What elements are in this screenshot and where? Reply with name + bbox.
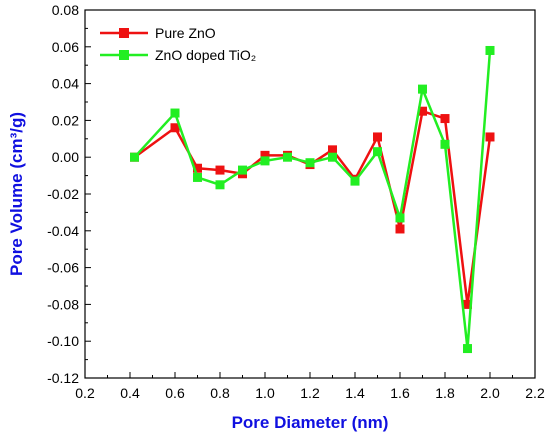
y-tick-label: -0.12 — [47, 370, 79, 386]
data-point-zno-doped-tio2 — [350, 176, 360, 186]
y-tick-labels: 0.08 0.06 0.04 0.02 0.00 -0.02 -0.04 -0.06 -0.08… — [47, 2, 79, 386]
data-point-zno-doped-tio2 — [418, 84, 427, 94]
series-layer — [130, 45, 495, 354]
legend-label-zno-doped-tio2: ZnO doped TiO₂ — [155, 47, 256, 63]
series-zno-doped-tio2 — [130, 45, 495, 354]
data-point-zno-doped-tio2 — [463, 344, 472, 354]
x-tick-label: 0.8 — [210, 385, 230, 401]
data-point-pure-zno — [193, 163, 202, 173]
data-point-zno-doped-tio2 — [305, 158, 315, 168]
y-tick-label: -0.02 — [47, 186, 79, 202]
data-point-pure-zno — [418, 106, 427, 116]
y-tick-label: -0.06 — [47, 260, 79, 276]
y-tick-label: 0.08 — [52, 2, 79, 18]
data-point-zno-doped-tio2 — [193, 172, 202, 182]
y-tick-label: -0.10 — [47, 333, 79, 349]
series-line-pure-zno — [133, 109, 492, 306]
y-tick-label: -0.04 — [47, 223, 79, 239]
y-tick-label: 0.02 — [52, 112, 79, 128]
x-tick-label: 2.2 — [525, 385, 545, 401]
y-tick-label: 0.00 — [52, 149, 79, 165]
data-point-pure-zno — [215, 165, 225, 175]
x-tick-label: 1.6 — [390, 385, 410, 401]
y-tick-label: -0.08 — [47, 296, 79, 312]
data-point-zno-doped-tio2 — [130, 152, 139, 162]
x-tick-label: 2.0 — [480, 385, 500, 401]
data-point-pure-zno — [260, 150, 270, 160]
axis-ticks — [84, 9, 536, 379]
data-point-pure-zno — [485, 132, 495, 142]
data-point-pure-zno — [373, 132, 382, 142]
data-point-zno-doped-tio2 — [260, 156, 270, 166]
x-tick-label: 1.4 — [345, 385, 365, 401]
x-tick-label: 1.2 — [300, 385, 320, 401]
x-tick-label: 0.4 — [120, 385, 140, 401]
data-point-zno-doped-tio2 — [328, 152, 337, 162]
data-point-zno-doped-tio2 — [440, 139, 450, 149]
x-axis-title: Pore Diameter (nm) — [232, 413, 389, 432]
legend-label-pure-zno: Pure ZnO — [155, 25, 216, 41]
series-line-zno-doped-tio2 — [133, 50, 492, 350]
data-point-pure-zno — [328, 145, 337, 155]
data-point-pure-zno — [440, 114, 450, 124]
data-point-zno-doped-tio2 — [283, 152, 292, 162]
data-point-zno-doped-tio2 — [485, 45, 495, 55]
x-tick-label: 1.0 — [255, 385, 275, 401]
x-tick-labels: 0.2 0.4 0.6 0.8 1.0 1.2 1.4 1.6 1.8 2.0 2.2 — [75, 385, 545, 401]
data-point-zno-doped-tio2 — [170, 108, 180, 118]
data-point-pure-zno — [463, 299, 472, 309]
legend-marker-zno-doped-tio2 — [119, 50, 129, 60]
data-point-zno-doped-tio2 — [373, 147, 382, 157]
data-point-zno-doped-tio2 — [215, 180, 225, 190]
y-axis-title: Pore Volume (cm³/g) — [7, 112, 26, 276]
legend: Pure ZnO ZnO doped TiO₂ — [100, 25, 256, 63]
x-tick-label: 1.8 — [435, 385, 455, 401]
plot-frame — [84, 9, 536, 379]
legend-marker-pure-zno — [119, 28, 129, 38]
data-point-pure-zno — [170, 123, 180, 133]
x-tick-label: 0.6 — [165, 385, 185, 401]
y-tick-label: 0.06 — [52, 39, 79, 55]
data-point-zno-doped-tio2 — [395, 213, 405, 223]
data-point-pure-zno — [395, 224, 405, 234]
y-tick-label: 0.04 — [52, 76, 79, 92]
x-tick-label: 0.2 — [75, 385, 95, 401]
data-point-zno-doped-tio2 — [238, 165, 247, 175]
